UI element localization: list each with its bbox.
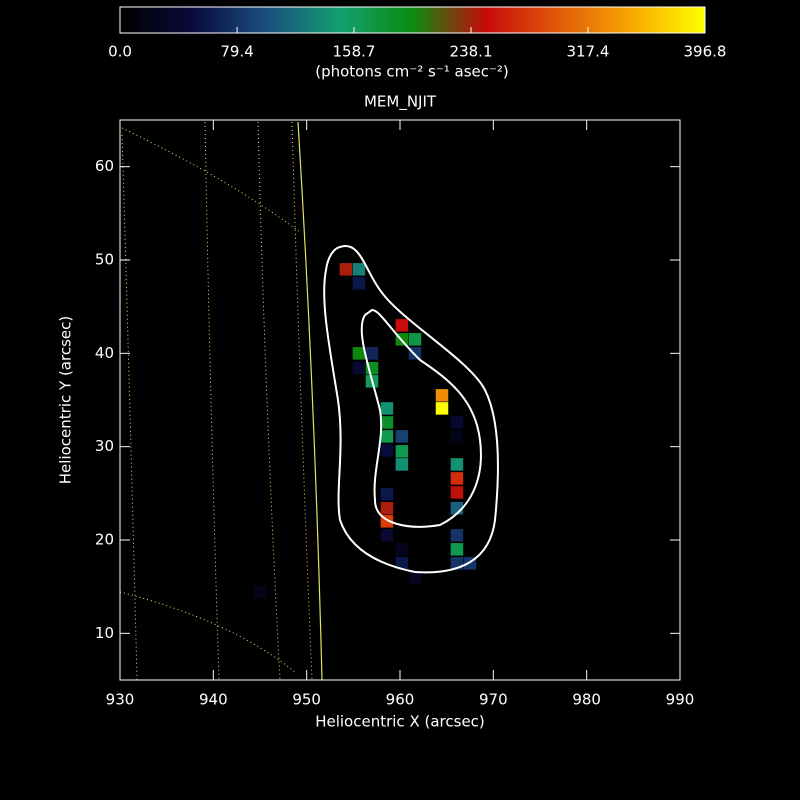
- pixel: [253, 586, 267, 599]
- y-tick-label: 10: [95, 624, 114, 642]
- pixel: [339, 263, 353, 276]
- pixel: [435, 389, 449, 402]
- y-tick-label: 60: [95, 157, 114, 175]
- colorbar-tick-label: 158.7: [332, 43, 375, 61]
- grid-curve: [257, 121, 281, 681]
- pixel: [395, 445, 409, 458]
- pixel: [395, 557, 409, 570]
- x-tick-label: 950: [292, 691, 321, 709]
- pixel: [450, 430, 464, 443]
- pixel: [435, 402, 449, 415]
- colorbar-tick-label: 317.4: [566, 43, 609, 61]
- grid-curve: [121, 134, 138, 681]
- pixel: [352, 263, 366, 276]
- colorbar-label: (photons cm⁻² s⁻¹ asec⁻²): [315, 63, 509, 81]
- colorbar: [119, 6, 706, 34]
- pixel: [352, 347, 366, 360]
- plot-frame: [119, 119, 681, 681]
- colorbar-tick-label: 396.8: [684, 43, 727, 61]
- image: [253, 263, 477, 599]
- pixel: [450, 416, 464, 429]
- colorbar-tick-label: 79.4: [220, 43, 253, 61]
- contour: [323, 244, 499, 574]
- x-tick-label: 940: [199, 691, 228, 709]
- solar-limb: [297, 121, 323, 681]
- grid-curve: [291, 121, 313, 681]
- pixel: [450, 543, 464, 556]
- axes: 0.0 79.4 158.7 238.1 317.4 396.8 930 940 950 960 9…: [95, 27, 727, 709]
- pixel: [380, 444, 394, 457]
- x-tick-label: 980: [572, 691, 601, 709]
- pixel: [395, 543, 409, 556]
- pixel: [380, 402, 394, 415]
- x-axis-label: Heliocentric X (arcsec): [315, 713, 485, 731]
- x-tick-label: 930: [106, 691, 135, 709]
- colorbar-tick-label: 238.1: [450, 43, 493, 61]
- pixel: [380, 430, 394, 443]
- pixel: [450, 529, 464, 542]
- grid-curve: [119, 591, 296, 673]
- x-tick-label: 960: [386, 691, 415, 709]
- pixel: [352, 362, 366, 375]
- contours: [323, 244, 499, 574]
- pixel: [408, 571, 422, 584]
- y-tick-label: 30: [95, 437, 114, 455]
- grid-curve: [204, 121, 220, 681]
- pixel: [380, 416, 394, 429]
- pixel: [450, 486, 464, 499]
- pixel: [380, 488, 394, 501]
- y-tick-label: 50: [95, 251, 114, 269]
- chart-title: MEM_NJIT: [364, 93, 437, 112]
- y-tick-label: 20: [95, 531, 114, 549]
- pixel: [395, 319, 409, 332]
- y-tick-label: 40: [95, 344, 114, 362]
- pixel: [365, 347, 379, 360]
- contour: [360, 308, 482, 528]
- pixel: [395, 458, 409, 471]
- x-tick-label: 970: [479, 691, 508, 709]
- grid-curve: [121, 127, 301, 233]
- pixel: [380, 529, 394, 542]
- pixel: [380, 502, 394, 515]
- pixel: [408, 333, 422, 346]
- pixel: [450, 472, 464, 485]
- pixel: [450, 458, 464, 471]
- y-axis-label: Heliocentric Y (arcsec): [57, 316, 75, 484]
- colorbar-tick-label: 0.0: [108, 43, 132, 61]
- pixel: [352, 277, 366, 290]
- x-tick-label: 990: [666, 691, 695, 709]
- pixel: [395, 430, 409, 443]
- solar-grid: [119, 121, 323, 681]
